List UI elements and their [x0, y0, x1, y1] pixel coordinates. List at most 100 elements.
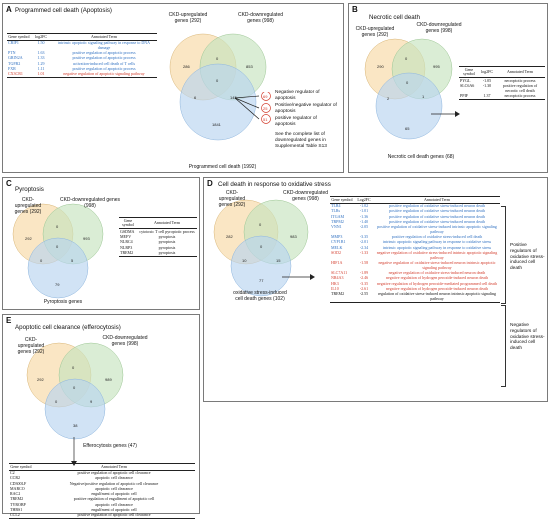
- supplemental-note: See the complete list of downregulated g…: [275, 132, 327, 149]
- venn-count: 9: [90, 399, 93, 404]
- cell-term: positive regulation of apoptotic process: [72, 55, 136, 61]
- col-header: Gene symbol: [7, 33, 31, 41]
- table-row: CD300LF Negative/positive regulation of a…: [9, 481, 195, 486]
- venn-diagram: [12, 203, 104, 299]
- venn-count: 2: [387, 96, 390, 101]
- cell-gene: CX3CR1: [7, 71, 31, 79]
- cell-fc: 1.01: [31, 71, 51, 79]
- cell-gene: NLRC4: [120, 239, 133, 245]
- cell-term: necroptotic process: [504, 77, 536, 83]
- cell-gene: HK3: [331, 280, 339, 286]
- cell-term: positive regulation of apoptotic process: [72, 50, 136, 55]
- cell-term: necroptotic process: [495, 93, 545, 100]
- table-row: TREM2 positive regulation of engulfment o…: [9, 496, 195, 502]
- set-label-up: CKD-upregulated genes (292): [168, 12, 208, 24]
- venn-set-third: [375, 72, 443, 140]
- table-row: TYROBP apoptotic cell clearance: [9, 502, 195, 507]
- venn-count: 286: [183, 64, 190, 69]
- venn-count: 38: [73, 423, 78, 428]
- cell-term: positive regulation of oxidative stress-…: [389, 218, 485, 224]
- cell-gene: GRIN2A: [8, 55, 23, 61]
- cell-term: intrinsic apoptotic signaling pathway in…: [382, 239, 492, 245]
- venn-count: 0: [405, 56, 408, 61]
- cell-fc: -2.61: [359, 285, 369, 291]
- cell-gene: C2: [10, 470, 15, 475]
- panel-title: Programmed cell death (Apoptosis): [15, 7, 112, 14]
- table-row: SLC7A11 -1.89 negative regulation of oxida…: [330, 270, 500, 276]
- cell-gene: NLRP3: [120, 244, 133, 250]
- cell-fc: -1.33: [359, 250, 369, 256]
- cell-fc: 1.63: [37, 50, 45, 55]
- venn-count: 0: [73, 385, 76, 390]
- cell-term: positive regulation of apoptotic cell cl…: [33, 513, 195, 519]
- cell-term: negative regulation of hydrogen peroxide…: [386, 285, 488, 291]
- venn-count: 79: [55, 282, 60, 287]
- table-row: SOD2 -1.33 negative regulation of oxidativ…: [330, 250, 500, 261]
- table-row: PTN 1.63 positive regulation of apoptotic …: [7, 50, 157, 56]
- venn-count: 1841: [212, 122, 221, 127]
- venn-diagram: [26, 342, 124, 440]
- col-header: Gene symbol: [330, 196, 354, 204]
- set-label-third: Efferocytosis genes (47): [83, 443, 137, 449]
- table-row: ITGAM -1.36 positive regulation of oxidati…: [330, 214, 500, 219]
- table-row: CCL2 positive regulation of apoptotic cel…: [9, 513, 195, 519]
- panel-letter: A: [6, 5, 12, 14]
- cell-term: positive regulation of apoptotic cell cl…: [77, 470, 151, 475]
- cell-gene: SLC7A11: [331, 270, 348, 276]
- cell-term: positive regulation of oxidative stress-…: [389, 203, 485, 208]
- cell-fc: -1.01: [359, 208, 369, 214]
- set-label-up: CKD-upregulated genes (292): [14, 197, 42, 215]
- venn-count: 0: [260, 244, 263, 249]
- cell-term: positive regulation of oxidative stress-…: [389, 213, 485, 219]
- cell-gene: CCR2: [10, 475, 21, 481]
- venn-count: 0: [40, 258, 43, 263]
- set-label-third: Programmed cell death (1992): [188, 164, 257, 170]
- annotation-text: Negative regulator of apoptosis: [275, 90, 320, 101]
- panel-a: A Programmed cell death (Apoptosis) Gene…: [2, 3, 344, 173]
- side-label-negative: Negative regulators of oxidative stress-…: [510, 323, 545, 352]
- cell-term: pyroptosis: [158, 234, 176, 239]
- cell-term: pyroptosis: [158, 244, 176, 250]
- table-row: GSDMA cytotoxic T cell pyroptotic process: [119, 229, 197, 235]
- table-row: VNN1 -2.05 positive regulation of oxidativ…: [330, 224, 500, 235]
- cell-fc: -1.89: [359, 270, 369, 276]
- table-row: C2 positive regulation of apoptotic cell …: [9, 470, 195, 476]
- set-label-up: CKD-upregulated genes (292): [355, 26, 395, 38]
- table-row: PYGL -1.05 necroptotic process: [459, 78, 545, 84]
- cell-gene: PTN: [8, 50, 16, 55]
- cell-term: regulation of oxidative stress-induced n…: [374, 292, 500, 303]
- cell-gene: TYROBP: [10, 501, 26, 507]
- table-row: MEFV pyroptosis: [119, 234, 197, 240]
- cell-term: pyroptosis: [158, 239, 176, 245]
- cell-term: activation-induced cell death of T cells: [72, 60, 136, 66]
- cell-term: negative regulation of oxidative stress-…: [388, 270, 486, 276]
- table-row: MELK -2.34 intrinsic apoptotic signaling p…: [330, 245, 500, 250]
- cell-term: positive regulation of engulfment of apo…: [73, 496, 155, 502]
- gene-table: Gene symbol log2FC Annotated Term CRIP1 1…: [7, 33, 157, 79]
- venn-count: 993: [83, 236, 90, 241]
- table-row: HIF1A -1.58 negative regulation of oxidati…: [330, 260, 500, 271]
- annotation-count: 69: [263, 94, 268, 99]
- panel-title: Pyroptosis: [15, 186, 44, 193]
- cell-gene: VNN1: [331, 224, 342, 230]
- cell-term: negative regulation of oxidative stress-…: [378, 260, 496, 270]
- table-row: NLRC4 pyroptosis: [119, 239, 197, 245]
- cell-term: cytotoxic T cell pyroptotic process: [139, 228, 195, 234]
- cell-term: pyroptosis: [137, 250, 197, 257]
- cell-gene: ITGAM: [331, 213, 345, 219]
- table-row: RAC2 engulfment of apoptotic cell: [9, 491, 195, 497]
- set-label-down: CKD-downregulated genes (998): [59, 197, 121, 209]
- cell-gene: PPIF: [459, 93, 479, 100]
- gene-table: Gene symbol Log2FC Annotated Term TLR4 -1…: [330, 196, 500, 303]
- cell-gene: GSDMA: [120, 228, 135, 234]
- cell-fc: 1.33: [37, 55, 45, 61]
- col-header: Log2FC: [354, 196, 374, 204]
- cell-term: Negative/positive regulation of apoptoti…: [69, 480, 159, 486]
- table-row: NR4A3 -2.46 negative regulation of hydroge…: [330, 275, 500, 281]
- table-row: TREM2 pyroptosis: [119, 250, 197, 257]
- panel-letter: E: [6, 316, 12, 325]
- set-label-down: CKD-downregulated genes (998): [282, 190, 329, 202]
- cell-term: positive regulation of oxidative stress-…: [389, 208, 485, 214]
- cell-fc: -2.34: [359, 244, 369, 250]
- cell-fc: -3.35: [359, 280, 369, 286]
